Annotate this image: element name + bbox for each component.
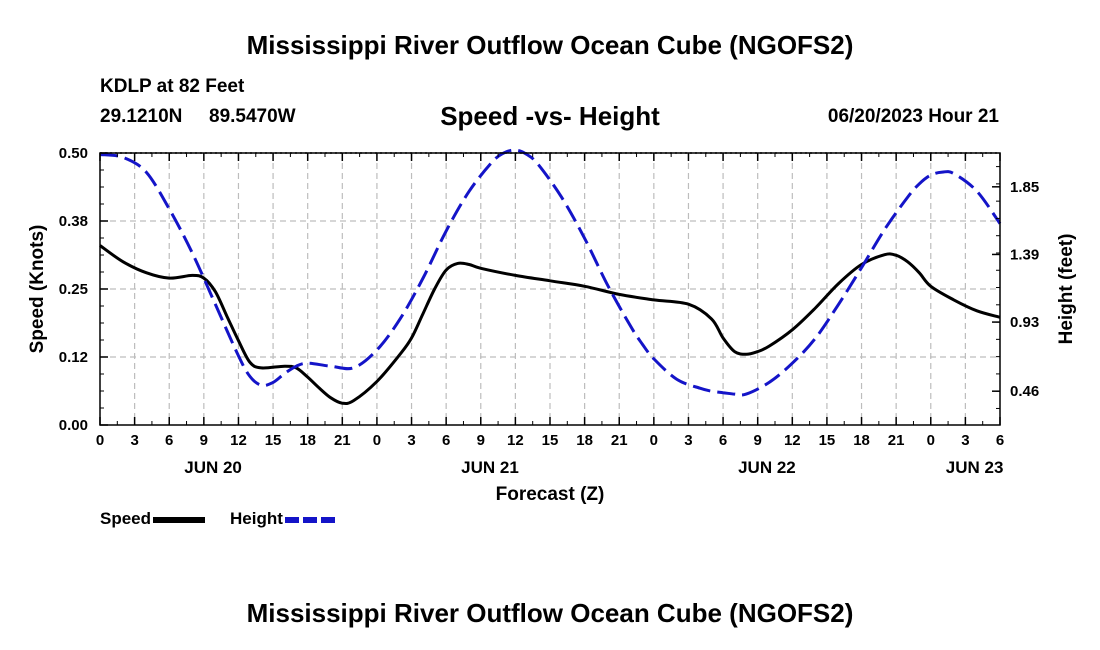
series-layer bbox=[99, 148, 1002, 406]
latitude-label: 29.1210N bbox=[100, 106, 183, 127]
x-tick-label: 6 bbox=[165, 432, 173, 449]
x-tick-label: 9 bbox=[754, 432, 762, 449]
y-tick-label: 0.12 bbox=[59, 349, 88, 366]
x-tick-label: 0 bbox=[96, 432, 104, 449]
date-label: JUN 21 bbox=[461, 458, 519, 477]
x-tick-label: 6 bbox=[719, 432, 727, 449]
x-tick-label: 12 bbox=[784, 432, 801, 449]
y-tick-label: 0.50 bbox=[59, 145, 88, 162]
grid bbox=[100, 152, 1000, 425]
x-tick-label: 15 bbox=[819, 432, 836, 449]
axes: 0 3 6 9 12 15 18 21 0 3 6 9 12 15 18 21 0 3 6 9 12 15 18 21 0 3 6J… bbox=[59, 145, 1039, 477]
chart-title: Mississippi River Outflow Ocean Cube (NG… bbox=[246, 30, 854, 60]
legend-speed-label: Speed bbox=[100, 509, 152, 528]
x-tick-label: 9 bbox=[200, 432, 208, 449]
y2-tick-label: 0.93 bbox=[1010, 314, 1039, 331]
x-tick-label: 18 bbox=[576, 432, 593, 449]
x-tick-label: 3 bbox=[684, 432, 692, 449]
date-label: JUN 20 bbox=[184, 458, 242, 477]
legend-height-label: Height bbox=[230, 509, 283, 528]
station-label: KDLP at 82 Feet bbox=[100, 76, 245, 97]
footer-title: Mississippi River Outflow Ocean Cube (NG… bbox=[246, 598, 854, 628]
x-tick-label: 21 bbox=[611, 432, 628, 449]
y-tick-label: 0.00 bbox=[59, 417, 88, 434]
x-tick-label: 6 bbox=[442, 432, 450, 449]
y2-tick-label: 0.46 bbox=[1010, 383, 1039, 400]
x-tick-label: 9 bbox=[477, 432, 485, 449]
chart-subtitle: Speed -vs- Height bbox=[440, 101, 660, 131]
longitude-label: 89.5470W bbox=[209, 106, 296, 127]
x-tick-label: 3 bbox=[961, 432, 969, 449]
legend-speed: Speed bbox=[100, 509, 206, 529]
x-tick-label: 6 bbox=[996, 432, 1004, 449]
legend-speed-swatch bbox=[153, 516, 206, 523]
x-tick-label: 3 bbox=[130, 432, 138, 449]
y-tick-label: 0.25 bbox=[59, 281, 88, 298]
legend-height-swatch bbox=[284, 516, 337, 523]
x-tick-label: 0 bbox=[373, 432, 381, 449]
x-tick-label: 12 bbox=[507, 432, 524, 449]
x-tick-label: 12 bbox=[230, 432, 247, 449]
x-tick-label: 0 bbox=[927, 432, 935, 449]
date-label: JUN 22 bbox=[738, 458, 796, 477]
x-tick-label: 15 bbox=[265, 432, 282, 449]
y-tick-label: 0.38 bbox=[59, 213, 88, 230]
x-axis-label: Forecast (Z) bbox=[496, 484, 605, 505]
x-tick-label: 18 bbox=[853, 432, 870, 449]
forecast-datetime: 06/20/2023 Hour 21 bbox=[827, 106, 999, 127]
x-tick-label: 21 bbox=[888, 432, 905, 449]
x-tick-label: 15 bbox=[542, 432, 559, 449]
y2-tick-label: 1.39 bbox=[1010, 246, 1039, 263]
y2-axis-label: Height (feet) bbox=[1056, 234, 1077, 345]
date-label: JUN 23 bbox=[946, 458, 1004, 477]
y2-tick-label: 1.85 bbox=[1010, 179, 1039, 196]
speed-series-line bbox=[99, 244, 1001, 406]
x-tick-label: 21 bbox=[334, 432, 351, 449]
y-axis-label: Speed (Knots) bbox=[27, 225, 48, 354]
x-tick-label: 18 bbox=[299, 432, 316, 449]
x-tick-label: 3 bbox=[407, 432, 415, 449]
height-series-line bbox=[99, 148, 1002, 397]
legend-height: Height bbox=[230, 509, 337, 529]
x-tick-label: 0 bbox=[650, 432, 658, 449]
